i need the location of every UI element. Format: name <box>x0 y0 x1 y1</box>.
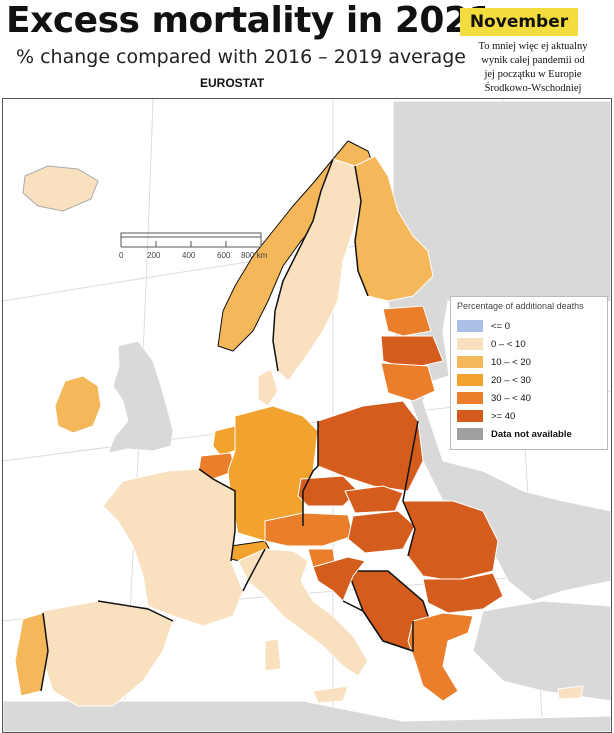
legend-title: Percentage of additional deaths <box>457 301 584 311</box>
scale-tick-0: 0 <box>119 251 124 260</box>
legend-item: 20 – < 30 <box>457 373 531 387</box>
sicily <box>312 685 349 704</box>
scale-tick-800: 800 km <box>241 251 268 260</box>
europe-map <box>3 99 611 732</box>
legend-label: 10 – < 20 <box>491 356 531 368</box>
scale-tick-600: 600 <box>217 251 231 260</box>
legend-label: <= 0 <box>491 320 511 332</box>
legend-label: 0 – < 10 <box>491 338 526 350</box>
legend-label: 20 – < 30 <box>491 374 531 386</box>
czechia <box>297 475 359 507</box>
bulgaria <box>422 572 504 614</box>
scale-bar: 0 200 400 600 800 km <box>119 229 269 263</box>
north-africa <box>3 700 611 732</box>
annotation-note: To mniej więc ej aktualny wynik całej pa… <box>478 41 588 94</box>
hungary <box>347 510 416 554</box>
source-label: EUROSTAT <box>200 76 265 90</box>
lithuania <box>380 362 436 402</box>
italy <box>237 548 369 677</box>
legend-item: Data not available <box>457 427 572 441</box>
map-legend: Percentage of additional deaths <= 0 0 –… <box>450 296 608 450</box>
legend-item: <= 0 <box>457 319 510 333</box>
legend-swatch <box>457 320 483 332</box>
legend-swatch <box>457 410 483 422</box>
latvia <box>380 335 444 370</box>
denmark <box>257 368 279 407</box>
borders <box>40 158 419 692</box>
estonia <box>382 305 432 337</box>
legend-label: 30 – < 40 <box>491 392 531 404</box>
map-subtitle: % change compared with 2016 – 2019 avera… <box>16 46 466 68</box>
legend-swatch <box>457 356 483 368</box>
united-kingdom <box>107 340 174 454</box>
belgium <box>198 452 236 480</box>
romania <box>402 500 499 582</box>
eu-countries <box>14 155 584 707</box>
map-canvas: 0 200 400 600 800 km <box>2 98 612 733</box>
legend-swatch <box>457 428 483 440</box>
croatia <box>312 556 366 602</box>
map-title: Excess mortality in 2021 <box>6 0 494 41</box>
poland <box>317 400 424 492</box>
legend-swatch <box>457 338 483 350</box>
legend-item: 0 – < 10 <box>457 337 526 351</box>
scale-tick-400: 400 <box>182 251 196 260</box>
slovakia <box>344 485 404 514</box>
legend-label: >= 40 <box>491 410 516 422</box>
greece <box>407 612 474 702</box>
cyprus <box>557 685 584 700</box>
ireland <box>54 375 102 434</box>
netherlands <box>212 425 240 457</box>
legend-swatch <box>457 374 483 386</box>
scale-bar-graphic <box>120 232 262 248</box>
legend-item: >= 40 <box>457 409 515 423</box>
austria <box>264 512 354 547</box>
legend-swatch <box>457 392 483 404</box>
russia-ukraine-belarus <box>382 100 611 602</box>
legend-label: Data not available <box>491 428 572 440</box>
legend-item: 10 – < 20 <box>457 355 531 369</box>
scale-tick-200: 200 <box>147 251 161 260</box>
sardinia <box>264 638 282 672</box>
month-badge: November <box>460 8 578 36</box>
iceland <box>22 165 99 212</box>
legend-item: 30 – < 40 <box>457 391 531 405</box>
